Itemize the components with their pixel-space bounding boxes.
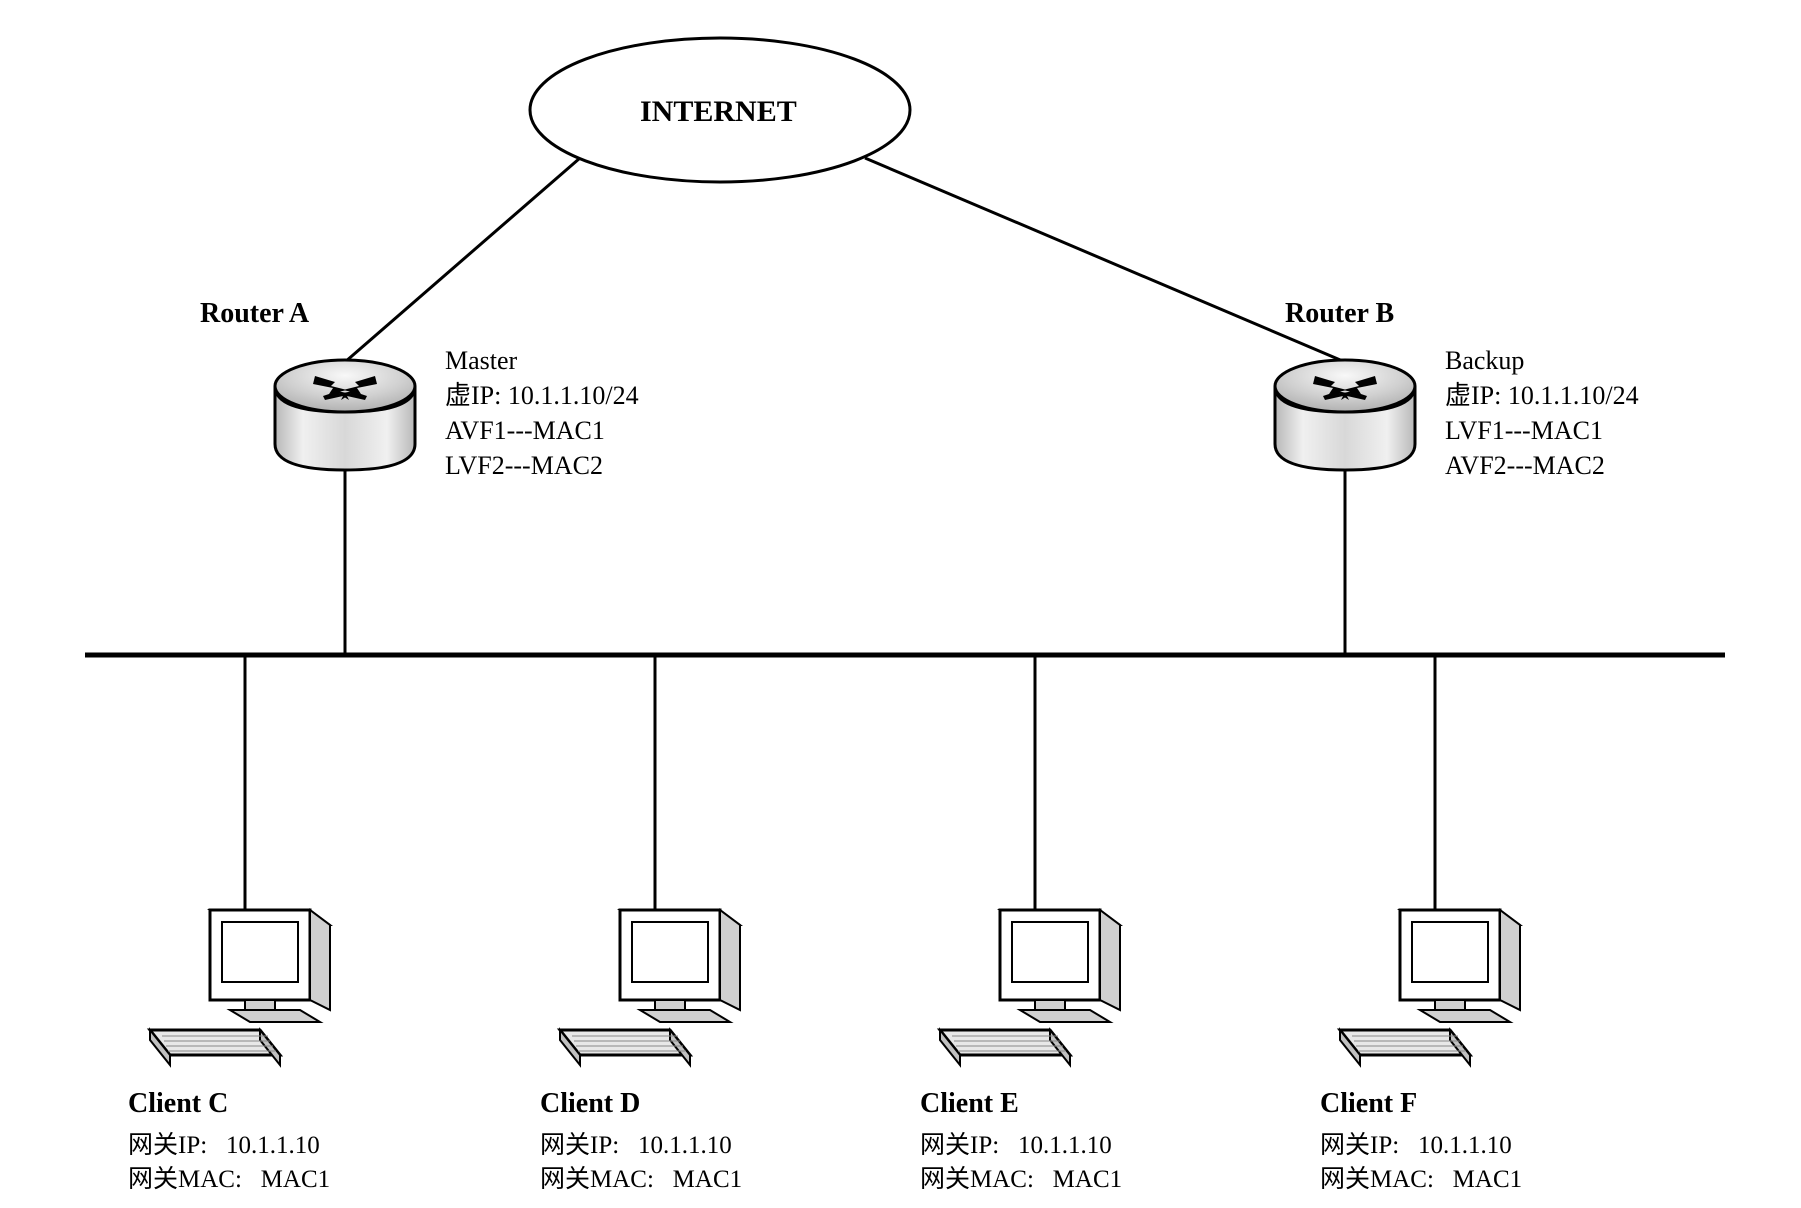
- client-f-gwmac-label: 网关MAC:: [1320, 1166, 1434, 1193]
- client-e-label-block: Client E 网关IP: 10.1.1.10 网关MAC: MAC1: [920, 1085, 1122, 1196]
- router-a-info: Master 虚IP: 10.1.1.10/24 AVF1---MAC1 LVF…: [445, 343, 639, 483]
- router-b-line-1: LVF1---MAC1: [1445, 413, 1639, 448]
- router-b-title: Router B: [1285, 295, 1394, 333]
- client-d-gwip: 10.1.1.10: [638, 1132, 732, 1159]
- client-d-gwmac-label: 网关MAC:: [540, 1166, 654, 1193]
- router-b-role: Backup: [1445, 343, 1639, 378]
- client-d-icon: [560, 910, 740, 1065]
- client-c-gwip-label: 网关IP:: [128, 1132, 207, 1159]
- router-b-info: Backup 虚IP: 10.1.1.10/24 LVF1---MAC1 AVF…: [1445, 343, 1639, 483]
- router-a-line-1: AVF1---MAC1: [445, 413, 639, 448]
- client-f-gwmac: MAC1: [1453, 1166, 1522, 1193]
- client-f-label-block: Client F 网关IP: 10.1.1.10 网关MAC: MAC1: [1320, 1085, 1522, 1196]
- client-c-gwmac: MAC1: [261, 1166, 330, 1193]
- client-d-title: Client D: [540, 1085, 742, 1123]
- router-a-line-2: LVF2---MAC2: [445, 448, 639, 483]
- client-e-gwmac-label: 网关MAC:: [920, 1166, 1034, 1193]
- client-e-gwmac: MAC1: [1053, 1166, 1122, 1193]
- edge-cloud-router-b: [865, 158, 1345, 362]
- router-a-line-0: 虚IP: 10.1.1.10/24: [445, 378, 639, 413]
- client-e-gwip-label: 网关IP:: [920, 1132, 999, 1159]
- client-f-icon: [1340, 910, 1520, 1065]
- client-e-gwip: 10.1.1.10: [1018, 1132, 1112, 1159]
- client-d-label-block: Client D 网关IP: 10.1.1.10 网关MAC: MAC1: [540, 1085, 742, 1196]
- router-a-title: Router A: [200, 295, 309, 333]
- edge-cloud-router-a: [345, 158, 580, 362]
- router-b-line-2: AVF2---MAC2: [1445, 448, 1639, 483]
- client-c-gwmac-label: 网关MAC:: [128, 1166, 242, 1193]
- client-f-gwip: 10.1.1.10: [1418, 1132, 1512, 1159]
- client-c-title: Client C: [128, 1085, 330, 1123]
- router-a-icon: [275, 360, 415, 470]
- client-f-title: Client F: [1320, 1085, 1522, 1123]
- router-b-icon: [1275, 360, 1415, 470]
- client-e-icon: [940, 910, 1120, 1065]
- client-c-icon: [150, 910, 330, 1065]
- client-d-gwip-label: 网关IP:: [540, 1132, 619, 1159]
- router-b-line-0: 虚IP: 10.1.1.10/24: [1445, 378, 1639, 413]
- client-c-gwip: 10.1.1.10: [226, 1132, 320, 1159]
- client-e-title: Client E: [920, 1085, 1122, 1123]
- client-f-gwip-label: 网关IP:: [1320, 1132, 1399, 1159]
- client-c-label-block: Client C 网关IP: 10.1.1.10 网关MAC: MAC1: [128, 1085, 330, 1196]
- internet-label: INTERNET: [640, 92, 797, 133]
- router-a-role: Master: [445, 343, 639, 378]
- diagram-canvas: [0, 0, 1801, 1208]
- client-d-gwmac: MAC1: [673, 1166, 742, 1193]
